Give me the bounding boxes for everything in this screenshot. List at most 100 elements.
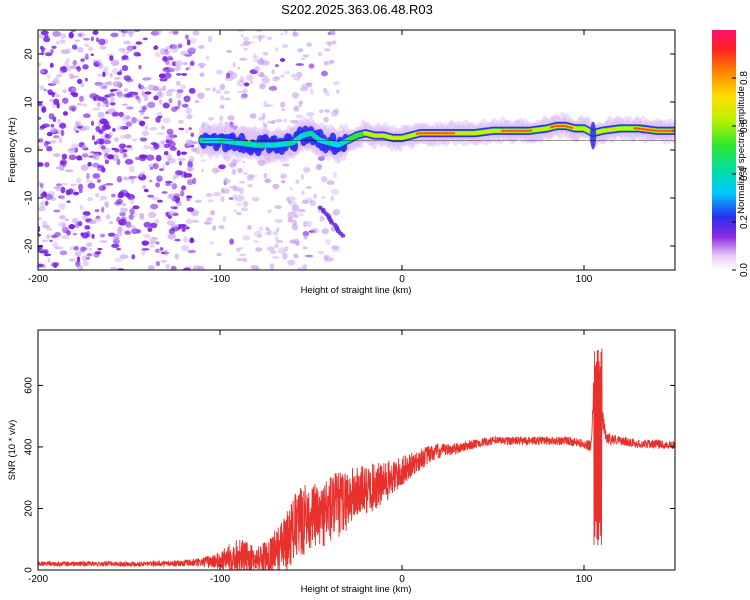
noise-blob (155, 154, 162, 162)
noise-blob (323, 61, 328, 66)
noise-blob (160, 260, 167, 263)
noise-blob (269, 250, 277, 254)
noise-blob (336, 89, 340, 94)
noise-blob (325, 238, 331, 246)
noise-blob (86, 172, 90, 180)
colorbar-gradient (712, 30, 736, 270)
noise-blob (315, 163, 322, 171)
noise-blob (293, 253, 299, 259)
noise-blob (80, 58, 85, 62)
noise-blob (266, 121, 275, 124)
noise-blob (297, 267, 303, 270)
noise-blob (174, 172, 178, 177)
noise-blob (180, 170, 186, 178)
noise-blob (233, 209, 238, 213)
noise-blob (126, 194, 136, 200)
noise-blob (41, 106, 47, 113)
noise-blob (58, 203, 67, 210)
noise-blob (92, 156, 97, 159)
noise-blob (49, 127, 58, 133)
noise-blob (298, 213, 305, 217)
noise-blob (47, 257, 51, 264)
noise-blob (108, 131, 114, 138)
noise-blob (59, 66, 68, 73)
noise-blob (51, 45, 57, 49)
noise-blob (99, 118, 108, 125)
noise-blob (154, 45, 158, 50)
noise-blob (287, 217, 293, 223)
noise-blob (185, 226, 190, 230)
spectrogram-ytick-label: -20 (24, 238, 35, 253)
noise-blob (197, 92, 205, 99)
noise-blob (141, 91, 146, 97)
noise-blob (111, 112, 119, 117)
noise-blob (165, 161, 170, 166)
noise-blob (38, 233, 41, 237)
noise-blob (328, 30, 336, 36)
noise-blob (55, 183, 63, 187)
noise-blob (143, 221, 152, 228)
noise-blob (271, 69, 276, 75)
noise-blob (310, 88, 314, 95)
noise-blob (59, 122, 67, 129)
noise-blob (269, 263, 275, 270)
noise-blob (83, 113, 91, 119)
noise-blob (163, 117, 171, 124)
noise-blob (143, 188, 149, 193)
noise-blob (171, 197, 175, 202)
noise-blob (243, 36, 250, 42)
noise-blob (123, 75, 131, 81)
noise-blob (38, 216, 42, 221)
noise-blob (101, 104, 109, 108)
noise-blob (124, 230, 131, 234)
figure-title: S202.2025.363.06.48.R03 (281, 2, 433, 17)
noise-blob (157, 91, 163, 97)
noise-blob (252, 53, 257, 58)
noise-blob (181, 103, 189, 108)
noise-blob (171, 182, 178, 190)
noise-blob (164, 180, 173, 184)
noise-blob (170, 206, 178, 210)
noise-blob (148, 211, 157, 219)
noise-blob (88, 219, 97, 225)
noise-blob (147, 264, 155, 270)
noise-blob (68, 258, 76, 262)
noise-blob (110, 102, 116, 106)
noise-blob (52, 116, 57, 123)
noise-blob (65, 65, 73, 72)
noise-blob (52, 31, 61, 37)
noise-blob (150, 142, 158, 146)
noise-blob (53, 98, 60, 105)
noise-blob (65, 169, 74, 173)
snr-frame (37, 329, 676, 571)
noise-blob (126, 106, 134, 110)
noise-blob (228, 162, 237, 168)
noise-blob (302, 246, 308, 250)
noise-blob (94, 81, 103, 86)
colorbar-tick-label: 0.4 (739, 167, 750, 181)
noise-blob (44, 34, 49, 38)
noise-blob (123, 40, 132, 45)
noise-blob (62, 89, 67, 94)
noise-blob (330, 195, 335, 201)
noise-blob (192, 219, 200, 223)
noise-blob (68, 31, 74, 39)
noise-blob (238, 253, 247, 257)
noise-blob (303, 166, 311, 173)
noise-blob (109, 72, 113, 78)
noise-blob (281, 179, 286, 184)
noise-blob (223, 178, 231, 184)
noise-blob (266, 246, 275, 251)
noise-blob (205, 87, 211, 91)
noise-blob (328, 41, 332, 48)
noise-blob (242, 235, 251, 241)
noise-blob (142, 184, 147, 190)
noise-blob (126, 45, 134, 51)
noise-blob (201, 168, 205, 173)
noise-blob (255, 30, 263, 33)
noise-blob (189, 60, 195, 66)
noise-blob (134, 156, 141, 161)
noise-blob (320, 153, 326, 158)
noise-blob (249, 80, 254, 85)
noise-blob (41, 123, 50, 128)
